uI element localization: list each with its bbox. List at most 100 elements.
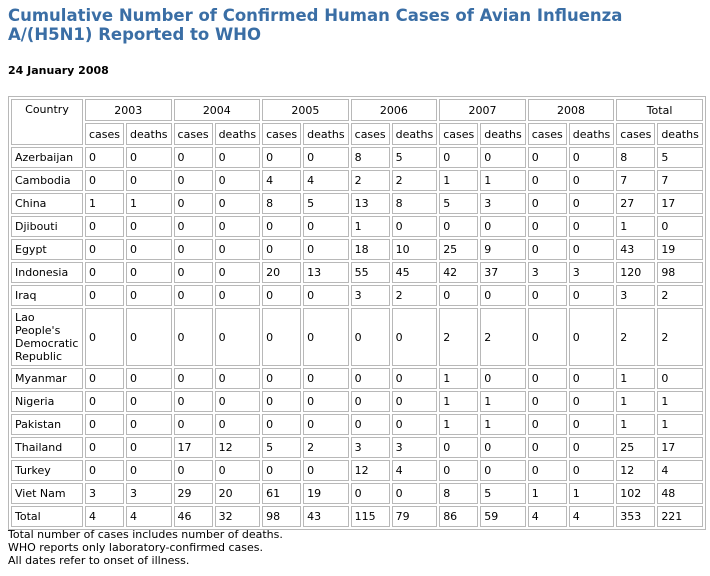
deaths-cell: 0: [391, 308, 438, 366]
country-column-header: Country: [11, 99, 83, 145]
cases-cell: 0: [439, 460, 479, 481]
cases-cell: 86: [439, 506, 479, 527]
deaths-cell: 0: [126, 308, 172, 366]
deaths-cell: 0: [568, 193, 615, 214]
cases-cell: 1: [439, 414, 479, 435]
year-header: 2005: [262, 99, 349, 121]
cases-cell: 0: [527, 285, 567, 306]
cases-cell: 0: [85, 262, 125, 283]
deaths-cell: 2: [303, 437, 349, 458]
deaths-cell: 0: [303, 216, 349, 237]
table-row: Nigeria 0 0 0 0 0 0 0 0 1 1 0 0 1 1: [11, 391, 703, 412]
deaths-cell: 0: [126, 368, 172, 389]
cases-cell: 0: [439, 437, 479, 458]
deaths-cell: 3: [126, 483, 172, 504]
cases-cell: 5: [262, 437, 302, 458]
deaths-cell: 4: [126, 506, 172, 527]
deaths-cell: 0: [126, 460, 172, 481]
country-cell: Myanmar: [11, 368, 83, 389]
cases-cell: 27: [616, 193, 656, 214]
country-cell: Pakistan: [11, 414, 83, 435]
deaths-cell: 17: [657, 437, 703, 458]
country-cell: Viet Nam: [11, 483, 83, 504]
deaths-cell: 45: [391, 262, 438, 283]
deaths-cell: 0: [303, 460, 349, 481]
cases-cell: 42: [439, 262, 479, 283]
deaths-cell: 10: [391, 239, 438, 260]
cases-cell: 0: [85, 460, 125, 481]
cases-cell: 120: [616, 262, 656, 283]
cases-cell: 0: [85, 414, 125, 435]
deaths-cell: 0: [480, 460, 526, 481]
cases-cell: 8: [262, 193, 302, 214]
cases-cell: 0: [350, 308, 390, 366]
cases-cell: 0: [173, 193, 213, 214]
deaths-cell: 0: [126, 414, 172, 435]
cases-cell: 0: [262, 460, 302, 481]
cases-cell: 0: [350, 391, 390, 412]
deaths-cell: 0: [568, 216, 615, 237]
cases-cell: 3: [350, 285, 390, 306]
cases-cell: 98: [262, 506, 302, 527]
table-row: Thailand 0 0 17 12 5 2 3 3 0 0 0 0 25 17: [11, 437, 703, 458]
deaths-column-header: deaths: [214, 123, 261, 145]
cases-cell: 0: [85, 285, 125, 306]
country-cell: Thailand: [11, 437, 83, 458]
cases-column-header: cases: [527, 123, 567, 145]
deaths-cell: 1: [126, 193, 172, 214]
deaths-cell: 0: [214, 193, 261, 214]
deaths-cell: 19: [303, 483, 349, 504]
deaths-cell: 221: [657, 506, 703, 527]
country-cell: Djibouti: [11, 216, 83, 237]
deaths-cell: 3: [391, 437, 438, 458]
deaths-cell: 4: [303, 170, 349, 191]
deaths-column-header: deaths: [391, 123, 438, 145]
deaths-column-header: deaths: [303, 123, 349, 145]
cases-cell: 1: [616, 391, 656, 412]
cases-cell: 0: [85, 239, 125, 260]
cases-cell: 17: [173, 437, 213, 458]
cases-cell: 0: [527, 147, 567, 168]
footnotes: Total number of cases includes number of…: [8, 528, 283, 567]
deaths-cell: 37: [480, 262, 526, 283]
deaths-cell: 0: [568, 285, 615, 306]
deaths-cell: 0: [214, 216, 261, 237]
deaths-cell: 59: [480, 506, 526, 527]
cases-cell: 61: [262, 483, 302, 504]
deaths-cell: 4: [391, 460, 438, 481]
deaths-cell: 0: [480, 147, 526, 168]
cases-cell: 25: [439, 239, 479, 260]
deaths-cell: 0: [214, 262, 261, 283]
cases-cell: 0: [439, 147, 479, 168]
deaths-cell: 0: [391, 216, 438, 237]
deaths-column-header: deaths: [657, 123, 703, 145]
cases-cell: 0: [173, 147, 213, 168]
deaths-cell: 2: [657, 285, 703, 306]
cases-cell: 4: [262, 170, 302, 191]
deaths-cell: 0: [568, 414, 615, 435]
cases-cell: 0: [527, 414, 567, 435]
deaths-cell: 0: [391, 414, 438, 435]
table-row: China 1 1 0 0 8 5 13 8 5 3 0 0 27 17: [11, 193, 703, 214]
cases-cell: 0: [262, 239, 302, 260]
table-row: Viet Nam 3 3 29 20 61 19 0 0 8 5 1 1 102 48: [11, 483, 703, 504]
country-cell: Turkey: [11, 460, 83, 481]
cases-column-header: cases: [616, 123, 656, 145]
deaths-cell: 0: [303, 147, 349, 168]
deaths-cell: 0: [303, 414, 349, 435]
cases-cell: 2: [439, 308, 479, 366]
deaths-cell: 0: [568, 460, 615, 481]
cases-cell: 0: [439, 216, 479, 237]
cases-cell: 102: [616, 483, 656, 504]
cases-cell: 0: [527, 308, 567, 366]
cases-cell: 353: [616, 506, 656, 527]
deaths-cell: 0: [303, 308, 349, 366]
deaths-cell: 0: [214, 308, 261, 366]
table-row: Lao People's Democratic Republic 0 0 0 0 0 0 0 0…: [11, 308, 703, 366]
cases-cell: 13: [350, 193, 390, 214]
cases-cell: 1: [616, 216, 656, 237]
deaths-cell: 0: [391, 483, 438, 504]
deaths-cell: 0: [568, 147, 615, 168]
deaths-cell: 0: [214, 368, 261, 389]
deaths-cell: 98: [657, 262, 703, 283]
